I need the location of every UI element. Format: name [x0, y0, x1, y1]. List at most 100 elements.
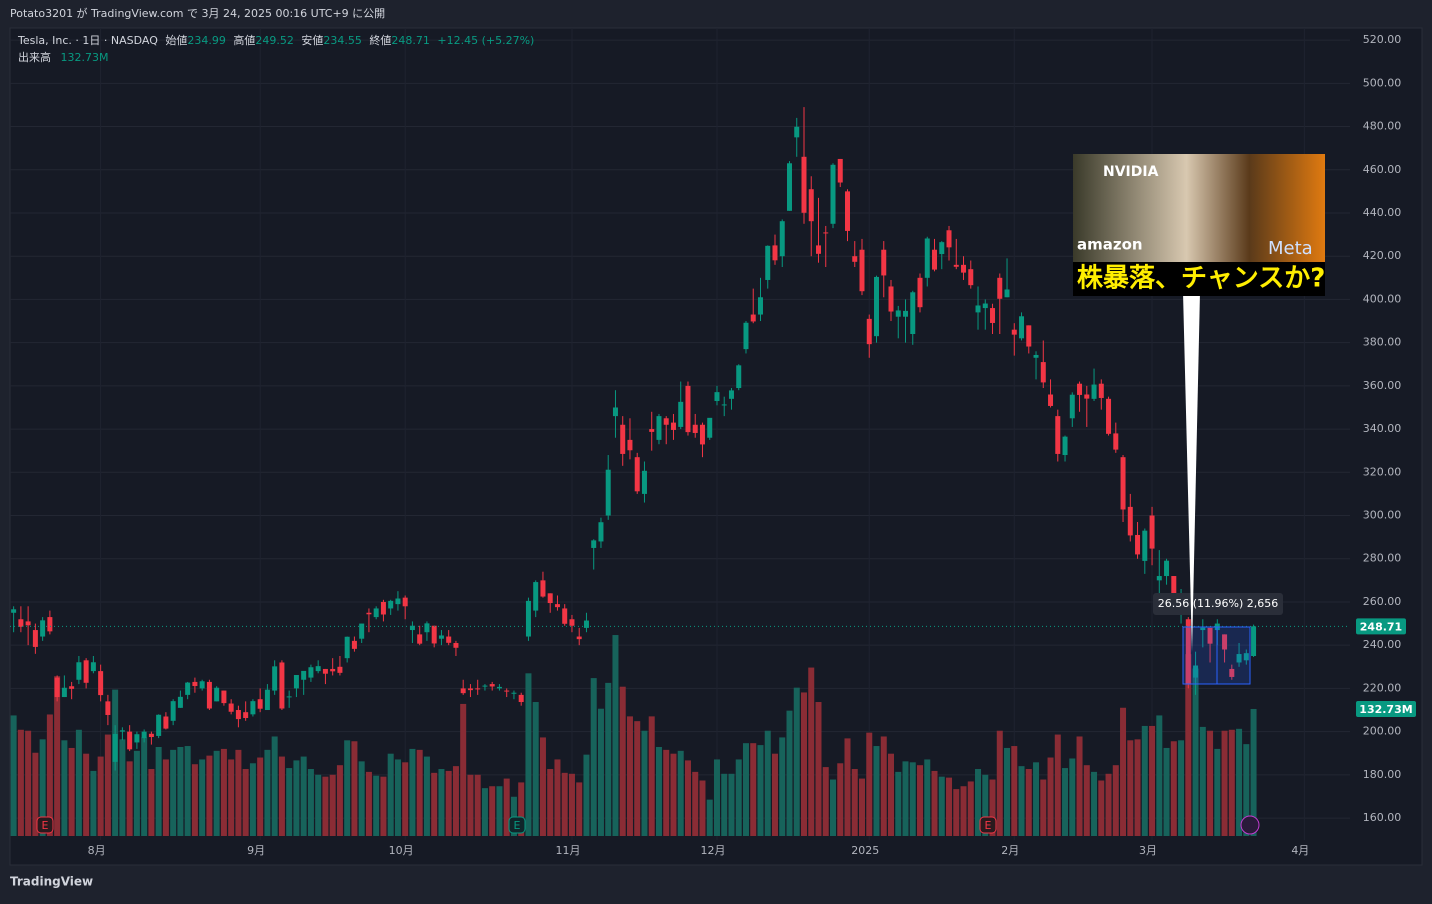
- candle-body: [417, 634, 423, 644]
- candle-body: [467, 688, 473, 691]
- candle-body: [61, 687, 67, 698]
- candle-body: [903, 310, 909, 317]
- volume-bar: [358, 761, 365, 836]
- earnings-marker: [979, 816, 997, 834]
- plot: [10, 107, 1350, 836]
- volume-bar: [416, 749, 423, 836]
- volume-bar: [800, 692, 807, 836]
- volume-bar: [293, 760, 300, 836]
- volume-bar: [837, 763, 844, 836]
- candle-body: [1164, 560, 1170, 577]
- candle-body: [1127, 506, 1133, 536]
- volume-bar: [278, 756, 285, 836]
- candle-body: [105, 701, 111, 715]
- candle-body: [141, 731, 147, 739]
- volume-bar: [670, 753, 677, 836]
- candle-body: [1156, 576, 1162, 581]
- candle-body: [1171, 576, 1177, 595]
- volume-bar: [1134, 739, 1141, 836]
- candle-body: [380, 601, 386, 615]
- candle-body: [714, 392, 720, 401]
- candle-body: [533, 582, 539, 611]
- candle-body: [815, 245, 821, 254]
- candle-body: [1120, 457, 1126, 510]
- volume-bar: [68, 747, 75, 836]
- volume-bar: [300, 756, 307, 836]
- candle-body: [438, 635, 444, 639]
- y-tick-label: 500.00: [1363, 76, 1402, 89]
- volume-bar: [1054, 734, 1061, 836]
- candle-body: [185, 682, 191, 695]
- volume-bar: [960, 786, 967, 836]
- y-tick-label: 260.00: [1363, 595, 1402, 608]
- footer-logo: TradingView: [10, 875, 93, 889]
- candle-body: [264, 689, 270, 711]
- volume-bar: [1076, 736, 1083, 836]
- x-tick-label: 2月: [1001, 844, 1019, 857]
- candle-body: [1069, 394, 1075, 419]
- volume-bar: [162, 759, 169, 836]
- high-value: 249.52: [255, 34, 294, 47]
- volume-bar: [32, 752, 39, 836]
- grid: [10, 28, 1350, 840]
- volume-bar: [1040, 779, 1047, 836]
- volume-header: 出来高 132.73M: [18, 50, 108, 64]
- volume-bar: [1025, 769, 1032, 836]
- candle-body: [779, 221, 785, 257]
- candle-body: [728, 390, 734, 399]
- candle-body: [1098, 383, 1104, 398]
- candle-body: [743, 322, 749, 350]
- candle-body: [257, 699, 263, 709]
- volume-bar: [612, 635, 619, 836]
- volume-bar: [220, 748, 227, 836]
- y-tick-label: 300.00: [1363, 509, 1402, 522]
- volume-bar: [1083, 765, 1090, 836]
- candle-body: [286, 696, 292, 698]
- volume-bar: [1141, 725, 1148, 836]
- y-tick-label: 340.00: [1363, 422, 1402, 435]
- candle-body: [1019, 316, 1025, 339]
- volume-bar: [619, 686, 626, 836]
- volume-bar: [10, 715, 17, 836]
- volume-bar: [982, 774, 989, 836]
- candle-body: [395, 598, 401, 605]
- volume-bar: [264, 749, 271, 836]
- y-tick-label: 220.00: [1363, 681, 1402, 694]
- volume-bar: [1228, 729, 1235, 836]
- volume-bar: [518, 782, 525, 836]
- volume-bar: [873, 746, 880, 836]
- candle-body: [228, 703, 234, 712]
- volume-bar: [1105, 773, 1112, 836]
- volume-bar: [177, 746, 184, 836]
- candle-body: [1243, 653, 1249, 661]
- candle-body: [975, 305, 981, 313]
- candle-body: [772, 245, 778, 261]
- volume-bar: [1163, 747, 1170, 836]
- candle-body: [315, 666, 321, 672]
- open-label: 始値: [165, 33, 187, 47]
- candle-body: [206, 681, 212, 709]
- volume-bar: [721, 773, 728, 836]
- candle-body: [1135, 534, 1141, 555]
- candle-body: [1251, 626, 1257, 657]
- candle-body: [1229, 668, 1235, 677]
- brand: NVIDIA: [1103, 164, 1159, 180]
- candle-body: [518, 694, 524, 703]
- volume-bar: [967, 781, 974, 836]
- close-label: 終値: [369, 33, 391, 47]
- candle-body: [148, 733, 154, 738]
- candle-body: [583, 620, 589, 628]
- candle-body: [888, 286, 894, 312]
- candle-body: [76, 662, 82, 680]
- candle-body: [953, 264, 959, 267]
- candle-body: [1040, 362, 1046, 383]
- x-tick-label: 10月: [389, 844, 414, 857]
- volume-bar: [25, 730, 32, 836]
- candle-body: [475, 688, 481, 690]
- candle-body: [98, 671, 104, 696]
- candle-body: [830, 164, 836, 224]
- volume-bar: [373, 775, 380, 836]
- symbol-title: Tesla, Inc. · 1日 · NASDAQ: [17, 34, 158, 47]
- volume-bar: [554, 759, 561, 836]
